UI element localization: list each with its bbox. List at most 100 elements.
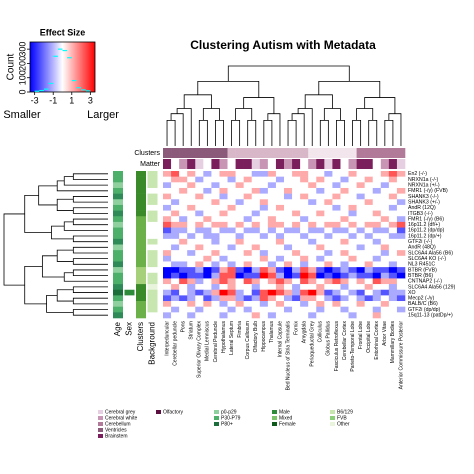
track-cell bbox=[147, 289, 158, 296]
track-cell bbox=[124, 216, 135, 223]
heatmap-cell bbox=[316, 261, 325, 268]
heatmap-cell bbox=[292, 255, 301, 262]
row-label: AndR (48Q) bbox=[408, 245, 436, 251]
row-label: ITGB3 (-/-) bbox=[408, 211, 433, 217]
heatmap-cell bbox=[259, 278, 269, 285]
heatmap-cell bbox=[219, 295, 228, 302]
heatmap-cell bbox=[380, 267, 390, 274]
heatmap-cell bbox=[243, 199, 253, 206]
heatmap-cell bbox=[179, 295, 188, 302]
heatmap-cell bbox=[372, 301, 382, 307]
row-label: 16p11.2 (dp/dp) bbox=[408, 228, 445, 234]
track-cell bbox=[124, 210, 135, 217]
track-cell bbox=[380, 159, 390, 169]
heatmap-cell bbox=[211, 193, 220, 200]
heatmap-cell bbox=[292, 267, 301, 274]
heatmap-cell bbox=[203, 216, 212, 223]
heatmap-cell bbox=[316, 193, 325, 200]
heatmap-cell bbox=[356, 255, 365, 262]
heatmap-cell bbox=[187, 233, 196, 240]
heatmap-cell bbox=[171, 255, 180, 262]
column-label: Mammillary Bodies bbox=[390, 321, 396, 364]
heatmap-cell bbox=[388, 176, 398, 183]
heatmap-cell bbox=[235, 238, 244, 245]
heatmap-cell bbox=[340, 187, 349, 194]
heatmap-cell bbox=[187, 210, 196, 217]
track-cell bbox=[124, 295, 135, 302]
heatmap-cell bbox=[284, 176, 293, 183]
legend-label: Ventricles bbox=[105, 427, 127, 433]
dendrogram-branch bbox=[297, 108, 313, 146]
heatmap-cell bbox=[219, 216, 228, 223]
heatmap-cell bbox=[275, 312, 285, 319]
row-label: CNTNAP2 (-/-) bbox=[408, 279, 442, 285]
heatmap-cell bbox=[203, 204, 212, 211]
heatmap-cell bbox=[348, 193, 357, 200]
track-cell bbox=[113, 204, 123, 211]
heatmap-cell bbox=[364, 261, 374, 268]
heatmap-cell bbox=[324, 210, 333, 217]
heatmap-cell bbox=[211, 250, 220, 257]
track-cell bbox=[147, 210, 158, 217]
heatmap-cell bbox=[380, 187, 390, 194]
heatmap-cell bbox=[179, 216, 188, 223]
heatmap-cell bbox=[267, 233, 277, 240]
heatmap-cell bbox=[332, 204, 341, 211]
heatmap-cell bbox=[324, 244, 333, 251]
heatmap-cell bbox=[356, 233, 365, 240]
heatmap-cell bbox=[388, 187, 398, 194]
heatmap-cell bbox=[332, 193, 341, 200]
track-cell bbox=[195, 159, 204, 169]
heatmap-cell bbox=[364, 306, 374, 313]
heatmap-cell bbox=[163, 267, 172, 274]
heatmap-cell bbox=[324, 193, 333, 200]
heatmap-cell bbox=[300, 233, 309, 240]
heatmap-cell bbox=[203, 187, 212, 194]
heatmap-cell bbox=[300, 244, 309, 251]
heatmap-cell bbox=[259, 171, 269, 177]
heatmap-cell bbox=[275, 233, 285, 240]
heatmap-cell bbox=[316, 306, 325, 313]
heatmap-cell bbox=[388, 278, 398, 285]
heatmap-cell bbox=[364, 193, 374, 200]
track-cell bbox=[147, 267, 158, 274]
heatmap-cell bbox=[219, 244, 228, 251]
heatmap-cell bbox=[219, 227, 228, 234]
heatmap-cell bbox=[235, 284, 244, 291]
heatmap-cell bbox=[380, 193, 390, 200]
heatmap-cell bbox=[195, 216, 204, 223]
legend-swatch bbox=[330, 422, 335, 426]
heatmap-cell bbox=[219, 221, 228, 228]
heatmap-cell bbox=[219, 182, 228, 189]
heatmap-cell bbox=[316, 176, 325, 183]
legend-swatch bbox=[98, 410, 103, 414]
heatmap-cell bbox=[179, 278, 188, 285]
heatmap-cell bbox=[380, 295, 390, 302]
heatmap-cell bbox=[171, 284, 180, 291]
heatmap-cell bbox=[243, 233, 253, 240]
heatmap-cell bbox=[275, 267, 285, 274]
heatmap-cell bbox=[316, 182, 325, 189]
heatmap-cell bbox=[332, 272, 341, 279]
heatmap-cell bbox=[340, 193, 349, 200]
heatmap-cell bbox=[211, 171, 220, 177]
heatmap-cell bbox=[187, 199, 196, 206]
track-cell bbox=[147, 312, 158, 319]
heatmap-cell bbox=[235, 250, 244, 257]
heatmap-cell bbox=[219, 233, 228, 240]
track-cell bbox=[136, 171, 146, 177]
heatmap-cell bbox=[187, 193, 196, 200]
column-label: Bed Nucleus of Stria Terminalis bbox=[285, 321, 291, 391]
row-label: BTBR (B6) bbox=[408, 273, 433, 279]
heatmap-cell bbox=[284, 182, 293, 189]
heatmap-cell bbox=[171, 267, 180, 274]
heatmap-cell bbox=[348, 284, 357, 291]
heatmap-cell bbox=[324, 233, 333, 240]
track-cell bbox=[113, 171, 123, 177]
heatmap-cell bbox=[364, 204, 374, 211]
heatmap-cell bbox=[243, 171, 253, 177]
heatmap-cell bbox=[187, 261, 196, 268]
heatmap-cell bbox=[396, 284, 406, 291]
heatmap-cell bbox=[179, 312, 188, 319]
track-cell bbox=[259, 159, 269, 169]
